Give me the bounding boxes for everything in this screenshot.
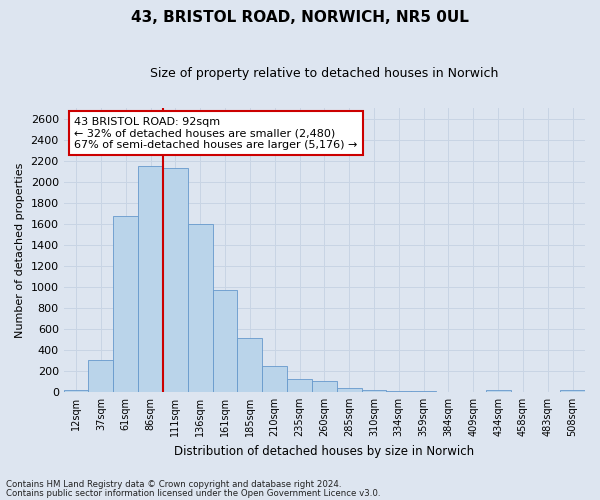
Text: 43 BRISTOL ROAD: 92sqm
← 32% of detached houses are smaller (2,480)
67% of semi-: 43 BRISTOL ROAD: 92sqm ← 32% of detached…: [74, 116, 358, 150]
Bar: [238, 338, 262, 392]
Bar: [312, 382, 337, 392]
Bar: [411, 391, 436, 392]
Bar: [262, 366, 287, 392]
Bar: [113, 216, 138, 392]
Bar: [485, 390, 511, 392]
Bar: [138, 166, 163, 392]
Bar: [163, 168, 188, 392]
Bar: [386, 391, 411, 392]
Bar: [560, 390, 585, 392]
Y-axis label: Number of detached properties: Number of detached properties: [15, 162, 25, 338]
Bar: [188, 224, 212, 392]
Bar: [337, 388, 362, 392]
X-axis label: Distribution of detached houses by size in Norwich: Distribution of detached houses by size …: [174, 444, 475, 458]
Title: Size of property relative to detached houses in Norwich: Size of property relative to detached ho…: [150, 68, 499, 80]
Bar: [88, 360, 113, 392]
Bar: [362, 390, 386, 392]
Text: 43, BRISTOL ROAD, NORWICH, NR5 0UL: 43, BRISTOL ROAD, NORWICH, NR5 0UL: [131, 10, 469, 25]
Bar: [212, 290, 238, 392]
Bar: [287, 379, 312, 392]
Text: Contains HM Land Registry data © Crown copyright and database right 2024.: Contains HM Land Registry data © Crown c…: [6, 480, 341, 489]
Bar: [64, 390, 88, 392]
Text: Contains public sector information licensed under the Open Government Licence v3: Contains public sector information licen…: [6, 490, 380, 498]
